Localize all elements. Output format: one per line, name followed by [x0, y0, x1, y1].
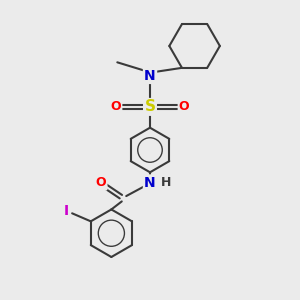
Text: H: H	[161, 176, 172, 189]
Text: N: N	[144, 176, 156, 190]
Text: O: O	[96, 176, 106, 189]
Text: O: O	[179, 100, 190, 113]
Text: I: I	[64, 204, 69, 218]
Text: N: N	[144, 69, 156, 83]
Text: S: S	[145, 99, 155, 114]
Text: O: O	[110, 100, 121, 113]
